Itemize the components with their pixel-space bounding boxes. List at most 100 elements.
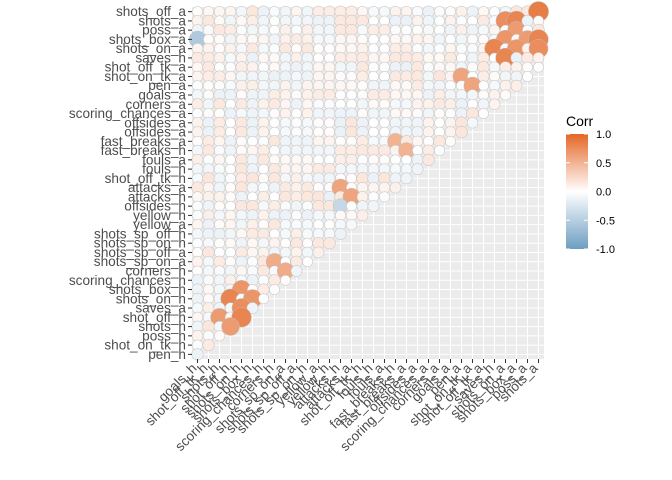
corr-cell [312, 209, 325, 222]
y-tick-label: fouls_a [142, 152, 186, 167]
corr-cell [378, 181, 391, 194]
corr-cell [236, 15, 247, 27]
corr-cell [313, 43, 324, 54]
corr-cell [401, 24, 412, 36]
corr-cell [434, 52, 445, 64]
legend-tick-label: -1.0 [596, 244, 615, 256]
corr-cell [291, 210, 302, 221]
y-tick-label: attacks_h [128, 189, 186, 204]
corr-cell [532, 52, 545, 64]
y-tick-label: shots_box_a [109, 32, 187, 47]
corr-cell [236, 135, 247, 147]
corr-cell [345, 80, 358, 92]
corr-cell [356, 24, 369, 36]
corr-cell [291, 108, 302, 119]
corr-cell [478, 80, 489, 92]
corr-cell [379, 191, 390, 203]
corr-cell [378, 6, 391, 18]
corr-cell [312, 144, 325, 157]
corr-cell [258, 293, 269, 305]
y-tick-label: saves_h [135, 50, 186, 65]
corr-cell [269, 43, 280, 55]
y-tick-label: shots_sp_on_a [94, 254, 187, 269]
corr-cell [312, 246, 325, 259]
y-tick-label: shots_on_a [116, 41, 187, 56]
corr-cell [411, 135, 424, 147]
corr-cell [269, 6, 280, 18]
corr-cell [422, 126, 435, 138]
corr-cell [367, 200, 380, 213]
y-tick-label: attacks_a [128, 180, 187, 195]
corr-cell [290, 15, 303, 27]
corr-cell [225, 163, 236, 175]
y-tick-label: fast_breaks_a [101, 134, 187, 149]
corr-cell [269, 284, 280, 295]
corr-cell [389, 181, 402, 194]
corr-cell [345, 218, 358, 231]
corr-cell [334, 227, 347, 240]
y-tick-label: goals_a [138, 88, 186, 103]
corr-cell [225, 237, 236, 249]
corr-cell [422, 153, 435, 166]
y-tick-label: shots_on_h [116, 291, 186, 306]
y-tick-label: shots_a [138, 13, 186, 28]
corr-cell [401, 154, 412, 166]
corr-cell [302, 256, 313, 268]
y-tick-label: corners_a [126, 97, 187, 112]
y-tick-label: fast_breaks_h [101, 143, 186, 158]
corr-cell [246, 246, 259, 259]
corr-cell [269, 228, 280, 240]
corr-cell [225, 182, 236, 193]
y-tick-label: shots_h [138, 319, 186, 334]
y-tick-label: fouls_h [142, 162, 186, 177]
corr-cell [313, 126, 324, 138]
corr-cell [246, 302, 259, 315]
corr-cell [312, 33, 325, 46]
y-tick-label: shot_off_tk_h [105, 171, 186, 186]
corr-cell [400, 172, 413, 185]
corr-cell [445, 34, 456, 45]
y-tick-label: offsides_a [124, 115, 186, 130]
corr-cell [422, 52, 435, 64]
corr-cell [247, 256, 258, 268]
legend-tick-label: -0.5 [596, 215, 615, 227]
corr-cell [346, 71, 357, 82]
corr-cell [192, 237, 203, 249]
corr-cell [324, 43, 335, 54]
corr-cell [379, 61, 390, 73]
corr-cell [379, 126, 390, 138]
y-tick-label: pen_h [148, 347, 186, 362]
corr-cell [390, 80, 401, 92]
corr-cell [434, 15, 445, 27]
corr-cell [269, 145, 280, 157]
corr-cell [356, 209, 369, 222]
corr-cell [225, 172, 236, 184]
corr-cell [269, 52, 280, 64]
corr-cell [444, 126, 457, 138]
corr-cell [323, 144, 336, 157]
corr-cell [313, 219, 324, 230]
y-tick-label: shot_off_h [123, 310, 186, 325]
corr-cell [203, 80, 214, 92]
corr-cell [367, 52, 380, 64]
y-tick-label: shots_box_h [109, 282, 186, 297]
corr-cell [478, 108, 489, 119]
corr-cell [224, 52, 237, 64]
corr-cell [467, 61, 478, 73]
legend-ticks: 1.0 0.5 0.0 -0.5 -1.0 [566, 129, 615, 256]
corr-cell [214, 237, 225, 249]
corr-cell [323, 237, 336, 250]
corr-cell [411, 163, 424, 176]
y-tick-label: shot_on_tk_h [104, 338, 186, 353]
corr-cell [455, 125, 468, 139]
corr-cell [214, 330, 225, 342]
y-tick-label: offsides_a [124, 125, 186, 140]
corr-cell [257, 52, 270, 64]
corr-cell [225, 191, 236, 203]
corr-cell [367, 6, 380, 18]
corr-cell [202, 274, 215, 286]
corr-cell [191, 126, 204, 138]
corr-cell [202, 283, 215, 296]
corr-cell [489, 71, 500, 82]
